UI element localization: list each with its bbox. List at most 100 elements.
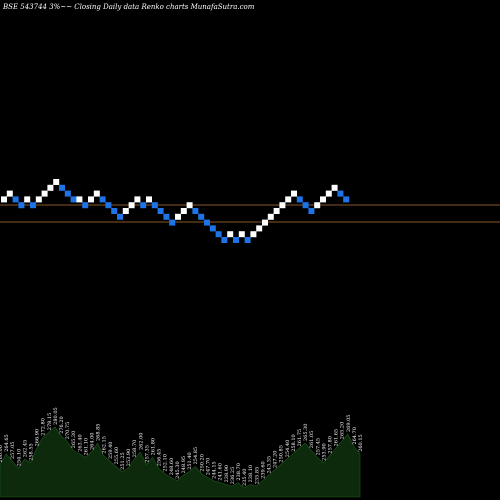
- volume-label: 253.90: [321, 443, 327, 461]
- renko-brick-down: [163, 213, 170, 220]
- renko-brick-up: [320, 196, 326, 203]
- volume-label: 257.80: [327, 436, 333, 454]
- renko-brick-up: [134, 196, 141, 203]
- volume-label: 235.40: [242, 469, 248, 487]
- renko-brick-up: [180, 208, 187, 214]
- renko-brick-up: [93, 190, 100, 197]
- volume-label: 239.60: [260, 461, 266, 479]
- volume-label: 278.15: [47, 413, 53, 431]
- volume-label: 254.85: [193, 447, 199, 465]
- renko-brick-down: [296, 196, 303, 203]
- volume-label: 268.85: [96, 424, 102, 442]
- renko-brick-up: [262, 219, 268, 226]
- renko-brick-up: [325, 190, 332, 197]
- volume-label: 257.05: [10, 442, 16, 460]
- renko-brick-up: [250, 231, 257, 238]
- volume-label: 247.70: [205, 458, 211, 476]
- volume-label: 266.90: [35, 429, 41, 447]
- renko-brick-down: [337, 190, 344, 197]
- renko-bricks: [1, 179, 350, 243]
- chart-title: BSE 543744 3%~~ Closing Daily data Renko…: [2, 3, 255, 11]
- volume-label: 243.35: [266, 456, 272, 474]
- renko-brick-down: [82, 202, 89, 209]
- renko-brick-up: [76, 196, 83, 203]
- renko-brick-down: [192, 208, 199, 214]
- volume-label: 261.80: [151, 438, 157, 456]
- volume-label: 241.60: [218, 463, 224, 481]
- renko-brick-up: [256, 225, 263, 232]
- volume-label: 247.20: [273, 451, 279, 469]
- renko-brick-down: [18, 202, 25, 209]
- volume-label: 254.10: [16, 449, 22, 467]
- renko-brick-down: [204, 219, 210, 226]
- renko-brick-up: [279, 202, 286, 209]
- renko-brick-up: [175, 213, 181, 220]
- renko-brick-up: [331, 184, 338, 191]
- volume-label: 238.10: [248, 465, 254, 482]
- volume-label: 248.60: [169, 458, 175, 476]
- volume-label: 261.75: [297, 429, 303, 447]
- volume-label: 262.45: [22, 440, 28, 458]
- renko-brick-up: [41, 190, 48, 197]
- volume-label: 276.20: [59, 416, 65, 434]
- volume-label: 235.85: [254, 467, 260, 485]
- renko-brick-down: [209, 225, 216, 232]
- renko-brick-up: [227, 231, 234, 238]
- volume-label: 245.30: [175, 461, 181, 479]
- renko-brick-down: [221, 237, 228, 243]
- renko-brick-up: [238, 231, 245, 238]
- renko-brick-up: [88, 196, 94, 203]
- volume-label: 264.70: [352, 427, 358, 445]
- renko-brick-down: [157, 208, 164, 214]
- renko-brick-down: [308, 208, 315, 214]
- volume-label: 258.70: [132, 440, 138, 458]
- renko-brick-down: [111, 208, 118, 214]
- volume-label: 257.45: [315, 438, 321, 456]
- renko-brick-down: [140, 202, 147, 209]
- volume-label: 244.15: [212, 461, 218, 479]
- volume-label: 280.05: [53, 407, 59, 425]
- renko-brick-down: [233, 237, 239, 243]
- volume-label: 265.20: [340, 422, 346, 440]
- renko-brick-down: [151, 202, 158, 209]
- renko-brick-down: [99, 196, 106, 203]
- volume-label: 262.00: [138, 433, 144, 451]
- volume-label: 259.40: [108, 442, 114, 460]
- volume-label: 254.40: [285, 440, 291, 458]
- renko-brick-up: [146, 196, 152, 203]
- volume-label: 272.80: [41, 418, 47, 436]
- volume-label: 250.85: [279, 445, 285, 463]
- volume-label: 261.65: [334, 429, 340, 447]
- renko-brick-up: [291, 190, 297, 197]
- renko-brick-up: [128, 202, 135, 209]
- volume-label: 263.40: [77, 434, 83, 452]
- renko-brick-down: [169, 219, 176, 226]
- volume-label: 256.45: [157, 449, 163, 467]
- renko-brick-down: [215, 231, 222, 238]
- volume-label: 270.75: [65, 422, 71, 440]
- renko-brick-up: [285, 196, 292, 203]
- renko-brick-down: [59, 184, 65, 191]
- renko-brick-down: [64, 190, 71, 197]
- volume-label: 265.30: [71, 431, 77, 449]
- volume-label: 252.10: [163, 454, 169, 472]
- volume-label: 255.60: [114, 447, 120, 465]
- renko-brick-down: [198, 213, 205, 220]
- volume-label: 264.65: [4, 434, 10, 452]
- volume-label: 251.25: [120, 452, 126, 470]
- volume-label: 262.15: [102, 436, 108, 454]
- volume-label: 251.40: [187, 452, 193, 470]
- volume-label: 265.30: [303, 424, 309, 442]
- renko-brick-up: [186, 202, 193, 209]
- volume-label: 236.25: [230, 467, 236, 485]
- volume-label: 238.90: [224, 465, 230, 483]
- volume-label: 261.10: [83, 438, 89, 456]
- volume-label: 257.35: [144, 445, 150, 463]
- renko-brick-up: [24, 196, 31, 203]
- renko-brick-up: [6, 190, 13, 197]
- volume-label: 260.15: [358, 434, 364, 452]
- renko-brick-down: [12, 196, 19, 203]
